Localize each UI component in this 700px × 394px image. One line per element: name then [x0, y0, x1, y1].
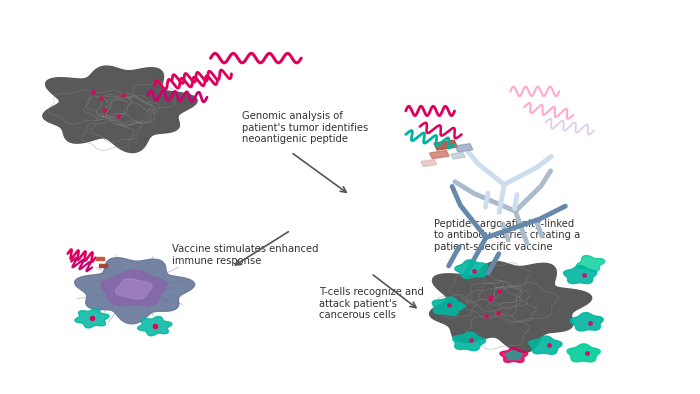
Polygon shape — [570, 312, 603, 331]
Text: Peptide cargo affinity-linked
to antibody carrier creating a
patient-specific va: Peptide cargo affinity-linked to antibod… — [434, 219, 580, 252]
Bar — [430, 151, 449, 159]
Bar — [99, 264, 107, 268]
Polygon shape — [576, 256, 605, 271]
Polygon shape — [116, 279, 152, 299]
Bar — [455, 144, 473, 152]
Polygon shape — [43, 66, 197, 152]
Polygon shape — [75, 309, 109, 328]
Bar — [421, 160, 437, 167]
Polygon shape — [101, 270, 167, 306]
Polygon shape — [433, 297, 465, 316]
Text: T-cells recognize and
attack patient's
cancerous cells: T-cells recognize and attack patient's c… — [318, 287, 424, 320]
Text: Vaccine stimulates enhanced
immune response: Vaccine stimulates enhanced immune respo… — [172, 244, 318, 266]
Polygon shape — [455, 260, 488, 279]
Polygon shape — [529, 336, 562, 354]
Polygon shape — [564, 266, 596, 284]
Bar — [95, 257, 104, 260]
Polygon shape — [75, 258, 195, 324]
Polygon shape — [505, 351, 522, 360]
Polygon shape — [430, 262, 592, 352]
Bar — [434, 140, 457, 150]
Polygon shape — [500, 348, 528, 362]
Polygon shape — [567, 344, 600, 362]
Text: Genomic analysis of
patient's tumor identifies
neoantigenic peptide: Genomic analysis of patient's tumor iden… — [242, 111, 368, 144]
Polygon shape — [453, 332, 486, 351]
Polygon shape — [138, 316, 172, 336]
Bar — [451, 152, 466, 159]
